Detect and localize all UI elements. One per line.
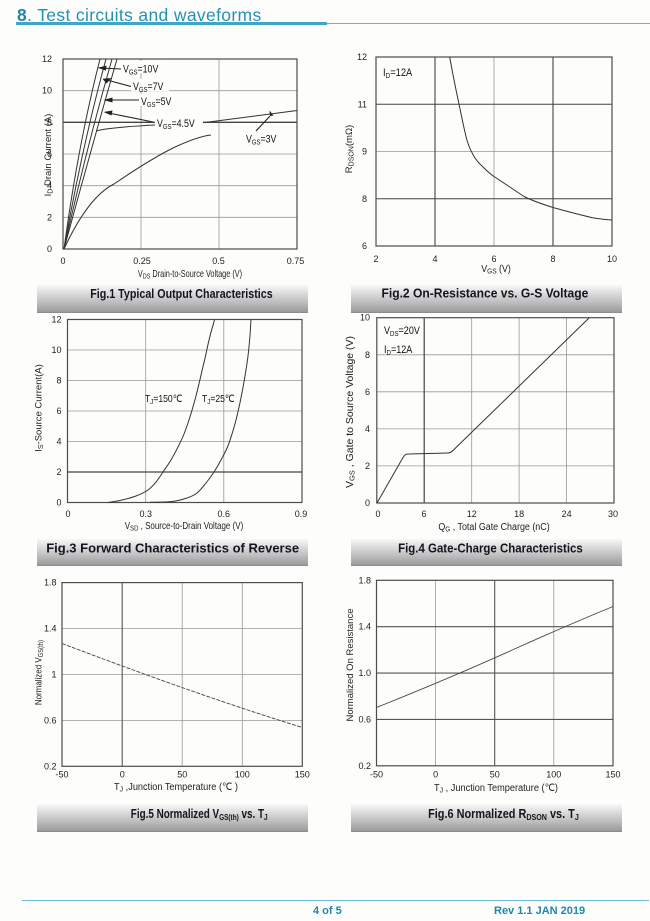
svg-text:0.6: 0.6 (218, 509, 231, 519)
svg-text:8: 8 (56, 376, 61, 386)
svg-text:4: 4 (47, 181, 52, 191)
svg-text:0: 0 (47, 244, 52, 254)
svg-text:0: 0 (433, 770, 438, 780)
svg-text:Fig.1 Typical Output Character: Fig.1 Typical Output Characteristics (90, 286, 273, 301)
svg-text:VGS=5V: VGS=5V (141, 96, 172, 109)
svg-text:1.8: 1.8 (358, 575, 371, 585)
svg-text:8: 8 (47, 117, 52, 127)
svg-text:Fig.2 On-Resistance vs. G-S Vo: Fig.2 On-Resistance vs. G-S Voltage (382, 286, 589, 301)
svg-text:6: 6 (47, 149, 52, 159)
svg-text:150: 150 (295, 770, 310, 780)
svg-text:11: 11 (358, 99, 367, 109)
svg-text:30: 30 (608, 509, 618, 519)
svg-text:6: 6 (56, 406, 61, 416)
svg-text:2: 2 (47, 212, 52, 222)
svg-text:12: 12 (42, 54, 52, 64)
svg-text:100: 100 (546, 770, 561, 780)
svg-text:0.25: 0.25 (133, 256, 151, 266)
svg-text:6: 6 (365, 387, 370, 397)
svg-text:Normalized On Resistance: Normalized On Resistance (345, 609, 356, 722)
svg-text:1.0: 1.0 (358, 668, 371, 678)
svg-text:0: 0 (365, 498, 370, 508)
svg-text:0.2: 0.2 (358, 761, 371, 771)
svg-text:ID Drain Current (A): ID Drain Current (A) (43, 114, 55, 197)
svg-text:0.5: 0.5 (212, 256, 225, 266)
svg-text:0: 0 (65, 509, 70, 519)
svg-text:VDS=20V: VDS=20V (384, 325, 420, 338)
svg-text:VDS Drain-to-Source Voltage (: VDS Drain-to-Source Voltage (V) (138, 268, 242, 281)
svg-text:50: 50 (177, 770, 187, 780)
svg-text:-50: -50 (55, 770, 68, 780)
svg-text:VGS=7V: VGS=7V (133, 81, 164, 94)
svg-text:2: 2 (365, 461, 370, 471)
svg-text:QG , Total Gate Charge (nC): QG , Total Gate Charge (nC) (438, 521, 549, 533)
svg-text:8: 8 (550, 254, 555, 264)
svg-text:1: 1 (51, 670, 56, 680)
svg-text:VGS=3V: VGS=3V (246, 134, 277, 147)
svg-text:VGS=4.5V: VGS=4.5V (157, 118, 195, 131)
svg-text:VGS=10V: VGS=10V (123, 64, 159, 77)
svg-text:TJ ,Junction Temperature (℃ ): TJ ,Junction Temperature (℃ ) (114, 782, 238, 794)
svg-text:9: 9 (362, 147, 367, 157)
svg-text:12: 12 (467, 509, 477, 519)
svg-text:1.8: 1.8 (44, 578, 57, 588)
svg-text:RDSON(mΩ): RDSON(mΩ) (344, 125, 356, 173)
svg-text:10: 10 (51, 345, 61, 355)
svg-text:0.75: 0.75 (287, 256, 305, 266)
svg-text:4: 4 (56, 437, 61, 447)
svg-text:0: 0 (60, 256, 65, 266)
svg-text:TJ , Junction Temperature (℃): TJ , Junction Temperature (℃) (434, 783, 558, 795)
svg-text:VGS (V): VGS (V) (481, 262, 511, 275)
svg-text:Normalized VGS(th): Normalized VGS(th) (33, 640, 45, 705)
svg-text:Fig.6 Normalized RDSON vs. TJ: Fig.6 Normalized RDSON vs. TJ (428, 806, 579, 822)
svg-text:24: 24 (562, 509, 572, 519)
svg-text:6: 6 (362, 241, 367, 251)
svg-text:Fig.3 Forward Characteristics: Fig.3 Forward Characteristics of Reverse (46, 541, 299, 556)
svg-text:0: 0 (56, 498, 61, 508)
svg-text:1.4: 1.4 (44, 624, 57, 634)
svg-text:150: 150 (605, 770, 620, 780)
svg-text:TJ=150℃: TJ=150℃ (145, 393, 183, 406)
svg-text:8: 8 (365, 350, 370, 360)
svg-text:0: 0 (375, 509, 380, 519)
svg-text:-50: -50 (370, 770, 383, 780)
svg-text:2: 2 (56, 467, 61, 477)
svg-text:ID=12A: ID=12A (384, 344, 413, 357)
svg-text:4: 4 (432, 254, 437, 264)
svg-text:10: 10 (360, 313, 370, 323)
svg-text:VSD , Source-to-Drain Voltage: VSD , Source-to-Drain Voltage (V) (125, 520, 244, 533)
svg-text:18: 18 (514, 509, 524, 519)
svg-text:10: 10 (42, 86, 52, 96)
svg-text:0.9: 0.9 (295, 509, 308, 519)
svg-text:4: 4 (365, 424, 370, 434)
svg-text:TJ=25℃: TJ=25℃ (202, 393, 235, 406)
svg-text:0.3: 0.3 (139, 509, 152, 519)
svg-text:6: 6 (491, 254, 496, 264)
svg-text:0: 0 (120, 770, 125, 780)
svg-text:Fig.4 Gate-Charge Characterist: Fig.4 Gate-Charge Characteristics (398, 541, 583, 556)
svg-text:8: 8 (362, 194, 367, 204)
svg-text:0.2: 0.2 (44, 761, 57, 771)
svg-text:2: 2 (373, 254, 378, 264)
svg-text:10: 10 (607, 254, 617, 264)
svg-text:IS-Source Current(A): IS-Source Current(A) (34, 364, 46, 452)
svg-text:0.6: 0.6 (358, 714, 371, 724)
svg-text:0.6: 0.6 (44, 715, 57, 725)
svg-text:100: 100 (235, 770, 250, 780)
svg-text:50: 50 (490, 770, 500, 780)
svg-text:VGS , Gate to Source Voltage (: VGS , Gate to Source Voltage (V) (344, 336, 357, 488)
svg-text:ID=12A: ID=12A (383, 67, 412, 80)
svg-text:1.4: 1.4 (358, 622, 371, 632)
svg-text:Fig.5 Normalized VGS(th) vs. T: Fig.5 Normalized VGS(th) vs. TJ (131, 808, 268, 822)
svg-text:12: 12 (51, 315, 61, 325)
svg-text:6: 6 (421, 509, 426, 519)
svg-text:12: 12 (357, 52, 367, 62)
